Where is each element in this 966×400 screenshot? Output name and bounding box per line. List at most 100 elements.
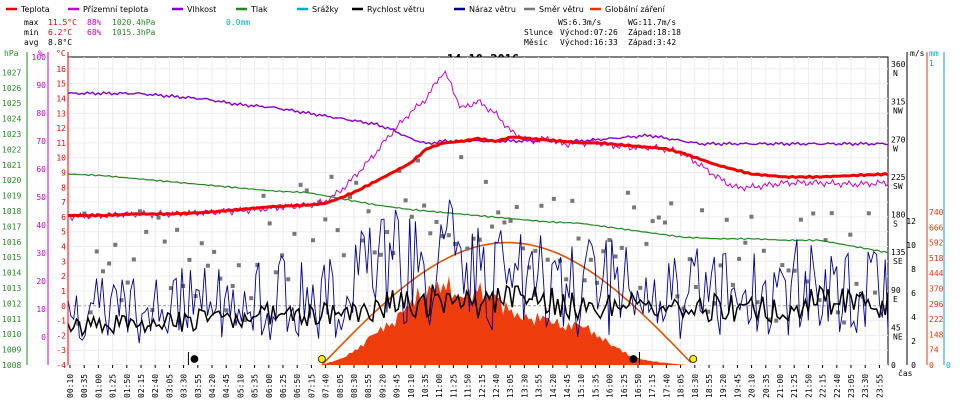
celsius-tick-label: -2 <box>56 331 66 340</box>
direction-label: SE <box>893 257 903 266</box>
wind-direction-point <box>700 208 705 213</box>
celsius-tick-label: 5 <box>61 228 66 237</box>
x-tick-label: 17:15 <box>648 374 657 398</box>
x-tick-label: 06:00 <box>265 374 274 398</box>
direction-label: W <box>893 144 898 153</box>
direction-label: SW <box>893 182 903 191</box>
hpa-tick-label: 1027 <box>2 68 21 77</box>
wind-direction-point <box>601 249 606 254</box>
hpa-tick-label: 1024 <box>2 115 21 124</box>
wind-direction-point <box>205 263 210 268</box>
hpa-tick-label: 1023 <box>2 130 21 139</box>
wind-direction-point <box>125 280 130 285</box>
wind-direction-point <box>199 241 204 246</box>
percent-tick-label: 70 <box>36 137 46 146</box>
celsius-tick-label: 4 <box>61 243 66 252</box>
wind-direction-point <box>298 182 303 187</box>
x-tick-label: 17:40 <box>662 374 671 398</box>
x-tick-label: 01:25 <box>109 374 118 398</box>
x-tick-label: 23:30 <box>861 374 870 398</box>
hpa-tick-label: 1026 <box>2 84 21 93</box>
wind-direction-point <box>490 224 495 229</box>
wind-direction-point <box>842 320 847 325</box>
wind-direction-point <box>774 318 779 323</box>
deg-tick-label: 0 <box>891 361 896 370</box>
x-tick-label: 14:20 <box>549 374 558 398</box>
percent-tick-label: 20 <box>36 277 46 286</box>
x-tick-label: 03:55 <box>194 374 203 398</box>
sunset-marker <box>689 355 698 363</box>
legend-label-2: Vlhkost <box>187 5 216 14</box>
celsius-tick-label: -4 <box>56 361 66 370</box>
x-tick-label: 11:50 <box>464 374 473 398</box>
wind-direction-point <box>508 218 513 223</box>
wind-direction-point <box>100 269 105 274</box>
wind-direction-point <box>737 256 742 261</box>
axis-label-celsius: °C <box>56 49 66 58</box>
x-tick-label: 18:05 <box>677 374 686 398</box>
hpa-tick-label: 1025 <box>2 99 21 108</box>
min-temp: 6.2°C <box>48 28 72 37</box>
wind-direction-point <box>730 282 735 287</box>
ms-tick-label: 2 <box>911 337 916 346</box>
wind-direction-point <box>459 155 464 160</box>
hpa-tick-label: 1011 <box>2 315 21 324</box>
wind-direction-point <box>440 234 445 239</box>
series-humidity <box>67 91 889 147</box>
ms-tick-label: 12 <box>906 217 916 226</box>
wind-direction-point <box>317 200 322 205</box>
celsius-tick-label: 3 <box>61 257 66 266</box>
wind-direction-point <box>113 242 118 247</box>
wind-direction-point <box>366 209 371 214</box>
celsius-tick-label: 10 <box>56 154 66 163</box>
radiation-tick-label: 222 <box>929 315 944 324</box>
wind-direction-point <box>348 194 353 199</box>
x-tick-label: 16:25 <box>620 374 629 398</box>
hpa-tick-label: 1008 <box>2 361 21 370</box>
wind-direction-point <box>261 193 266 198</box>
moonset-time: Západ:3:42 <box>628 38 676 47</box>
wind-direction-point <box>378 252 383 257</box>
hpa-tick-label: 1010 <box>2 330 21 339</box>
x-tick-label: 19:45 <box>733 374 742 398</box>
wind-direction-point <box>502 220 507 225</box>
wind-direction-point <box>236 263 241 268</box>
hpa-tick-label: 1013 <box>2 284 21 293</box>
max-temp: 11.5°C <box>48 18 77 27</box>
wind-direction-point <box>477 237 482 242</box>
radiation-tick-label: 74 <box>929 346 939 355</box>
wind-direction-point <box>286 277 291 282</box>
celsius-tick-label: 6 <box>61 213 66 222</box>
wind-direction-point <box>131 257 136 262</box>
percent-tick-label: 50 <box>36 193 46 202</box>
x-tick-label: 07:15 <box>307 374 316 398</box>
celsius-tick-label: 7 <box>61 198 66 207</box>
wind-direction-point <box>354 180 359 185</box>
series-temperature <box>67 135 889 218</box>
deg-tick-label: 180 <box>891 211 906 220</box>
direction-label: N <box>893 69 898 78</box>
wind-direction-point <box>82 211 87 216</box>
x-tick-label: 21:25 <box>790 374 799 398</box>
legend-label-3: Tlak <box>250 5 268 14</box>
wind-direction-point <box>273 270 278 275</box>
max-rain: 0.0mm <box>226 18 250 27</box>
hpa-tick-label: 1021 <box>2 161 21 170</box>
hpa-tick-label: 1017 <box>2 222 21 231</box>
celsius-tick-label: 2 <box>61 272 66 281</box>
celsius-tick-label: -1 <box>56 317 66 326</box>
wind-direction-point <box>94 249 99 254</box>
wind-direction-point <box>428 231 433 236</box>
x-tick-label: 12:15 <box>478 374 487 398</box>
hpa-tick-label: 1014 <box>2 269 21 278</box>
max-label: max <box>24 18 39 27</box>
wind-direction-point <box>187 257 192 262</box>
wind-direction-point <box>644 241 649 246</box>
direction-label: NW <box>893 107 903 116</box>
deg-tick-label: 225 <box>891 173 906 182</box>
wind-direction-point <box>576 236 581 241</box>
wind-direction-point <box>817 298 822 303</box>
sunrise-marker <box>317 355 326 363</box>
wind-speed-avg: WS:6.3m/s <box>558 18 602 27</box>
wind-direction-point <box>453 241 458 246</box>
